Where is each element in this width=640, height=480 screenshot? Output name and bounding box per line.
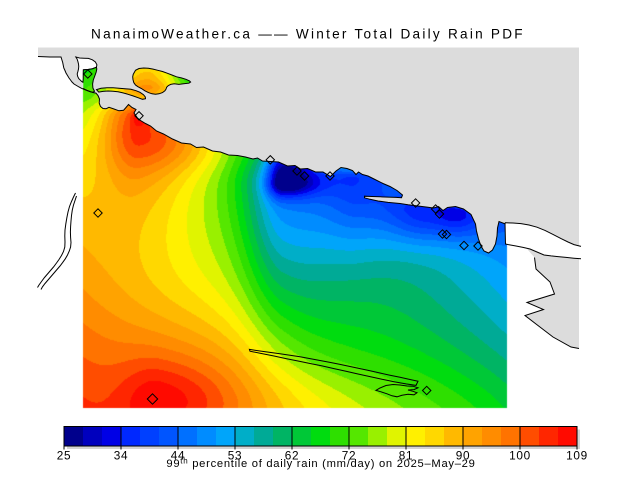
svg-text:72: 72	[342, 449, 357, 463]
svg-text:53: 53	[228, 449, 243, 463]
svg-text:34: 34	[114, 449, 129, 463]
svg-text:99th percentile of daily rain: 99th percentile of daily rain (mm/day) o…	[166, 456, 475, 470]
svg-text:NanaimoWeather.ca —— Winter To: NanaimoWeather.ca —— Winter Total Daily …	[91, 27, 525, 42]
svg-text:81: 81	[399, 449, 414, 463]
svg-text:100: 100	[509, 449, 531, 463]
svg-text:44: 44	[171, 449, 186, 463]
svg-text:25: 25	[57, 449, 72, 463]
svg-text:62: 62	[285, 449, 300, 463]
svg-text:109: 109	[566, 449, 588, 463]
svg-text:90: 90	[456, 449, 471, 463]
